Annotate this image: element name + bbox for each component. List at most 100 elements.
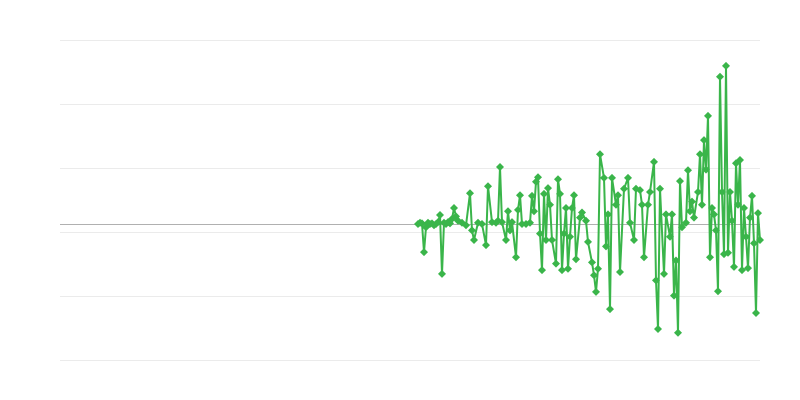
data-point [654,324,662,333]
data-point [736,156,744,164]
data-point [572,255,580,264]
data-point [568,204,576,212]
data-point [508,218,516,227]
data-point [630,236,638,244]
data-point [528,191,536,200]
data-point [478,220,486,228]
data-point [702,165,710,174]
data-point [584,237,592,246]
data-point [540,189,548,198]
data-point [724,248,732,257]
data-point [582,216,590,225]
data-point [722,61,730,70]
data-point [694,188,702,196]
data-point [502,236,510,244]
data-point [564,264,572,273]
data-point [660,269,668,278]
data-point [506,226,514,235]
data-point [466,189,474,198]
data-point [496,163,504,172]
data-point [616,268,624,276]
data-point [544,184,552,193]
data-point [556,189,564,198]
data-point [712,226,720,235]
data-point [676,177,684,186]
data-point [468,226,476,235]
data-point [498,218,506,227]
data-point [516,191,524,200]
data-point [614,191,622,200]
data-point [552,259,560,268]
data-point [652,276,660,285]
data-point [730,262,738,271]
data-point [638,200,646,209]
data-point [484,182,492,191]
data-point [612,200,620,209]
data-point [688,197,696,206]
data-point [462,221,470,230]
data-point [624,173,632,182]
data-point [740,204,748,212]
data-point [538,266,546,275]
data-point [566,232,574,241]
series-line [417,64,761,334]
data-point [548,236,556,244]
data-point [626,218,634,227]
data-point [718,188,726,196]
data-point [670,291,678,300]
data-point [530,207,538,216]
data-point [542,236,550,244]
data-point [646,188,654,196]
data-point [570,191,578,200]
data-point [698,200,706,209]
data-point [578,208,586,217]
data-point [436,211,444,220]
data-point [640,253,648,262]
data-point [588,258,596,267]
data-point [620,184,628,193]
data-point [450,204,458,212]
data-point [536,229,544,238]
data-point [482,241,490,250]
data-point [590,271,598,280]
data-point [606,305,614,314]
data-point [554,175,562,184]
data-point [662,210,670,219]
data-point [708,204,716,212]
data-point [546,200,554,209]
data-point [608,173,616,182]
data-point [674,328,682,337]
data-point [438,269,446,278]
data-point [504,207,512,216]
data-point [600,173,608,182]
series [414,61,764,337]
data-point [756,236,764,244]
data-point [726,188,734,196]
data-point [746,213,754,222]
data-point [666,232,674,241]
data-point [734,200,742,209]
data-point [750,239,758,248]
data-point [738,266,746,275]
data-point [744,264,752,273]
data-point [700,136,708,145]
data-point [558,266,566,275]
data-point [690,213,698,222]
data-point [512,253,520,262]
data-point [592,287,600,296]
data-point [596,150,604,159]
data-point [716,72,724,81]
gridlines [60,40,760,361]
data-point [560,229,568,238]
data-point [748,191,756,200]
data-point [470,236,478,244]
data-point [728,216,736,225]
data-point [594,264,602,273]
data-point [678,223,686,232]
data-point [644,200,652,209]
data-point [682,218,690,227]
data-point [434,218,442,227]
data-point [636,186,644,195]
data-point [752,308,760,317]
